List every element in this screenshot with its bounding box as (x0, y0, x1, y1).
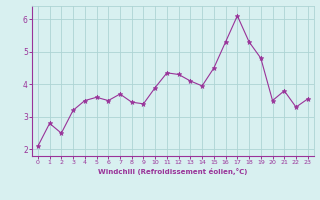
X-axis label: Windchill (Refroidissement éolien,°C): Windchill (Refroidissement éolien,°C) (98, 168, 247, 175)
